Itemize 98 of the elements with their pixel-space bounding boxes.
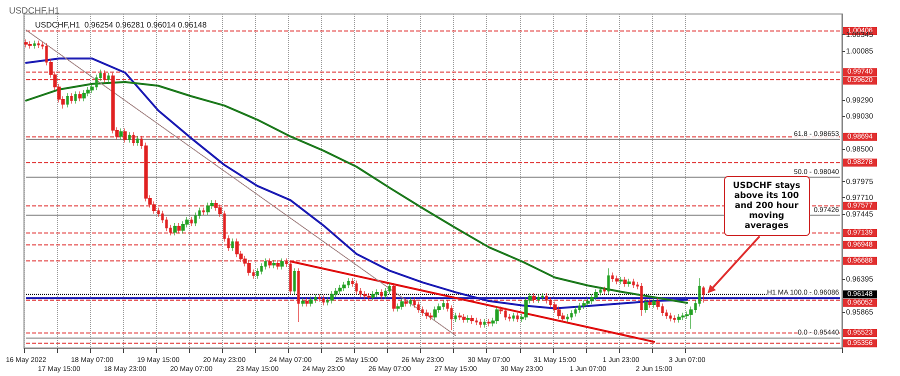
candlestick bbox=[702, 286, 705, 303]
candlestick bbox=[338, 284, 342, 294]
candlestick bbox=[652, 298, 656, 308]
candlestick bbox=[433, 306, 437, 320]
candlestick bbox=[375, 288, 379, 298]
candlestick bbox=[256, 268, 259, 280]
candlestick bbox=[532, 292, 536, 304]
candlestick bbox=[322, 295, 325, 306]
candlestick bbox=[586, 298, 590, 307]
candlestick bbox=[545, 292, 548, 304]
candlestick bbox=[495, 306, 499, 324]
candlestick bbox=[297, 268, 300, 322]
candlestick bbox=[107, 72, 110, 83]
candlestick bbox=[417, 301, 420, 314]
candlestick bbox=[367, 292, 371, 301]
candlestick bbox=[318, 294, 321, 302]
candlestick bbox=[272, 260, 276, 269]
candlestick bbox=[483, 318, 486, 328]
candlestick bbox=[24, 39, 28, 48]
candlestick bbox=[202, 207, 205, 216]
candlestick bbox=[409, 296, 412, 307]
candlestick bbox=[181, 220, 185, 234]
candlestick bbox=[648, 298, 652, 308]
candlestick bbox=[669, 312, 672, 322]
candlestick bbox=[293, 268, 296, 294]
candlestick bbox=[82, 90, 86, 102]
candlestick bbox=[123, 128, 127, 143]
candlestick bbox=[37, 40, 40, 48]
candlestick bbox=[566, 314, 569, 322]
candlestick bbox=[640, 282, 643, 316]
candlestick bbox=[607, 268, 610, 294]
candlestick bbox=[301, 298, 305, 307]
candlestick bbox=[280, 258, 284, 270]
candlestick bbox=[128, 132, 131, 143]
candlestick bbox=[206, 202, 210, 216]
chart-title: USDCHF,H1 bbox=[9, 6, 60, 16]
candlestick bbox=[66, 92, 69, 108]
candlestick bbox=[392, 282, 396, 312]
candlestick bbox=[681, 312, 685, 320]
candlestick bbox=[305, 298, 309, 307]
candlestick bbox=[413, 296, 416, 308]
candlestick bbox=[342, 282, 346, 292]
candlestick bbox=[623, 276, 627, 288]
candlestick bbox=[615, 275, 619, 285]
candlestick bbox=[28, 40, 32, 49]
candlestick bbox=[33, 40, 36, 49]
candlestick bbox=[173, 222, 177, 236]
candlestick bbox=[487, 318, 491, 327]
candlestick bbox=[619, 276, 623, 285]
candlestick bbox=[570, 310, 573, 320]
candlestick bbox=[103, 70, 106, 83]
candlestick bbox=[268, 258, 272, 269]
candlestick bbox=[231, 238, 234, 252]
candlestick bbox=[673, 314, 676, 323]
candlestick bbox=[247, 260, 251, 276]
candlestick bbox=[289, 260, 292, 294]
candlestick bbox=[260, 262, 263, 275]
candlestick bbox=[132, 132, 135, 146]
text: USDCHF,H1 0.96254 0.96281 0.96014 0.96148 bbox=[35, 20, 208, 30]
candlestick bbox=[330, 290, 334, 304]
candlestick bbox=[594, 288, 598, 301]
candlestick bbox=[582, 300, 586, 310]
candlestick bbox=[78, 91, 82, 102]
candlestick bbox=[541, 292, 544, 301]
candlestick bbox=[425, 309, 429, 320]
candlestick bbox=[479, 318, 482, 328]
candlestick bbox=[603, 286, 606, 294]
candlestick bbox=[627, 278, 631, 288]
candlestick bbox=[632, 278, 635, 288]
candlestick bbox=[677, 314, 681, 323]
candlestick bbox=[516, 312, 519, 322]
candlestick bbox=[458, 312, 462, 320]
candlestick bbox=[276, 260, 280, 270]
candlestick bbox=[380, 288, 383, 300]
candlestick bbox=[524, 296, 528, 320]
candlestick bbox=[466, 314, 470, 323]
candlestick bbox=[136, 136, 139, 146]
candlestick bbox=[177, 222, 181, 234]
candlestick bbox=[119, 128, 123, 140]
candlestick bbox=[470, 314, 474, 324]
candlestick bbox=[355, 280, 358, 294]
candlestick bbox=[454, 312, 457, 322]
candlestick bbox=[574, 306, 577, 317]
candlestick bbox=[404, 298, 408, 307]
candlestick bbox=[644, 298, 648, 314]
candlestick bbox=[462, 314, 466, 323]
candlestick bbox=[70, 92, 73, 104]
candlestick bbox=[429, 312, 433, 320]
candlestick bbox=[371, 290, 375, 301]
candlestick bbox=[86, 86, 90, 97]
candlestick bbox=[190, 216, 193, 226]
candlestick bbox=[363, 290, 367, 300]
candlestick bbox=[512, 312, 515, 322]
annotation: USDCHF stays above its 100 and 200 hour moving averages bbox=[724, 176, 810, 236]
candlestick bbox=[309, 296, 313, 307]
candlestick bbox=[400, 298, 404, 310]
candlestick bbox=[74, 91, 77, 104]
candlestick bbox=[537, 294, 540, 304]
